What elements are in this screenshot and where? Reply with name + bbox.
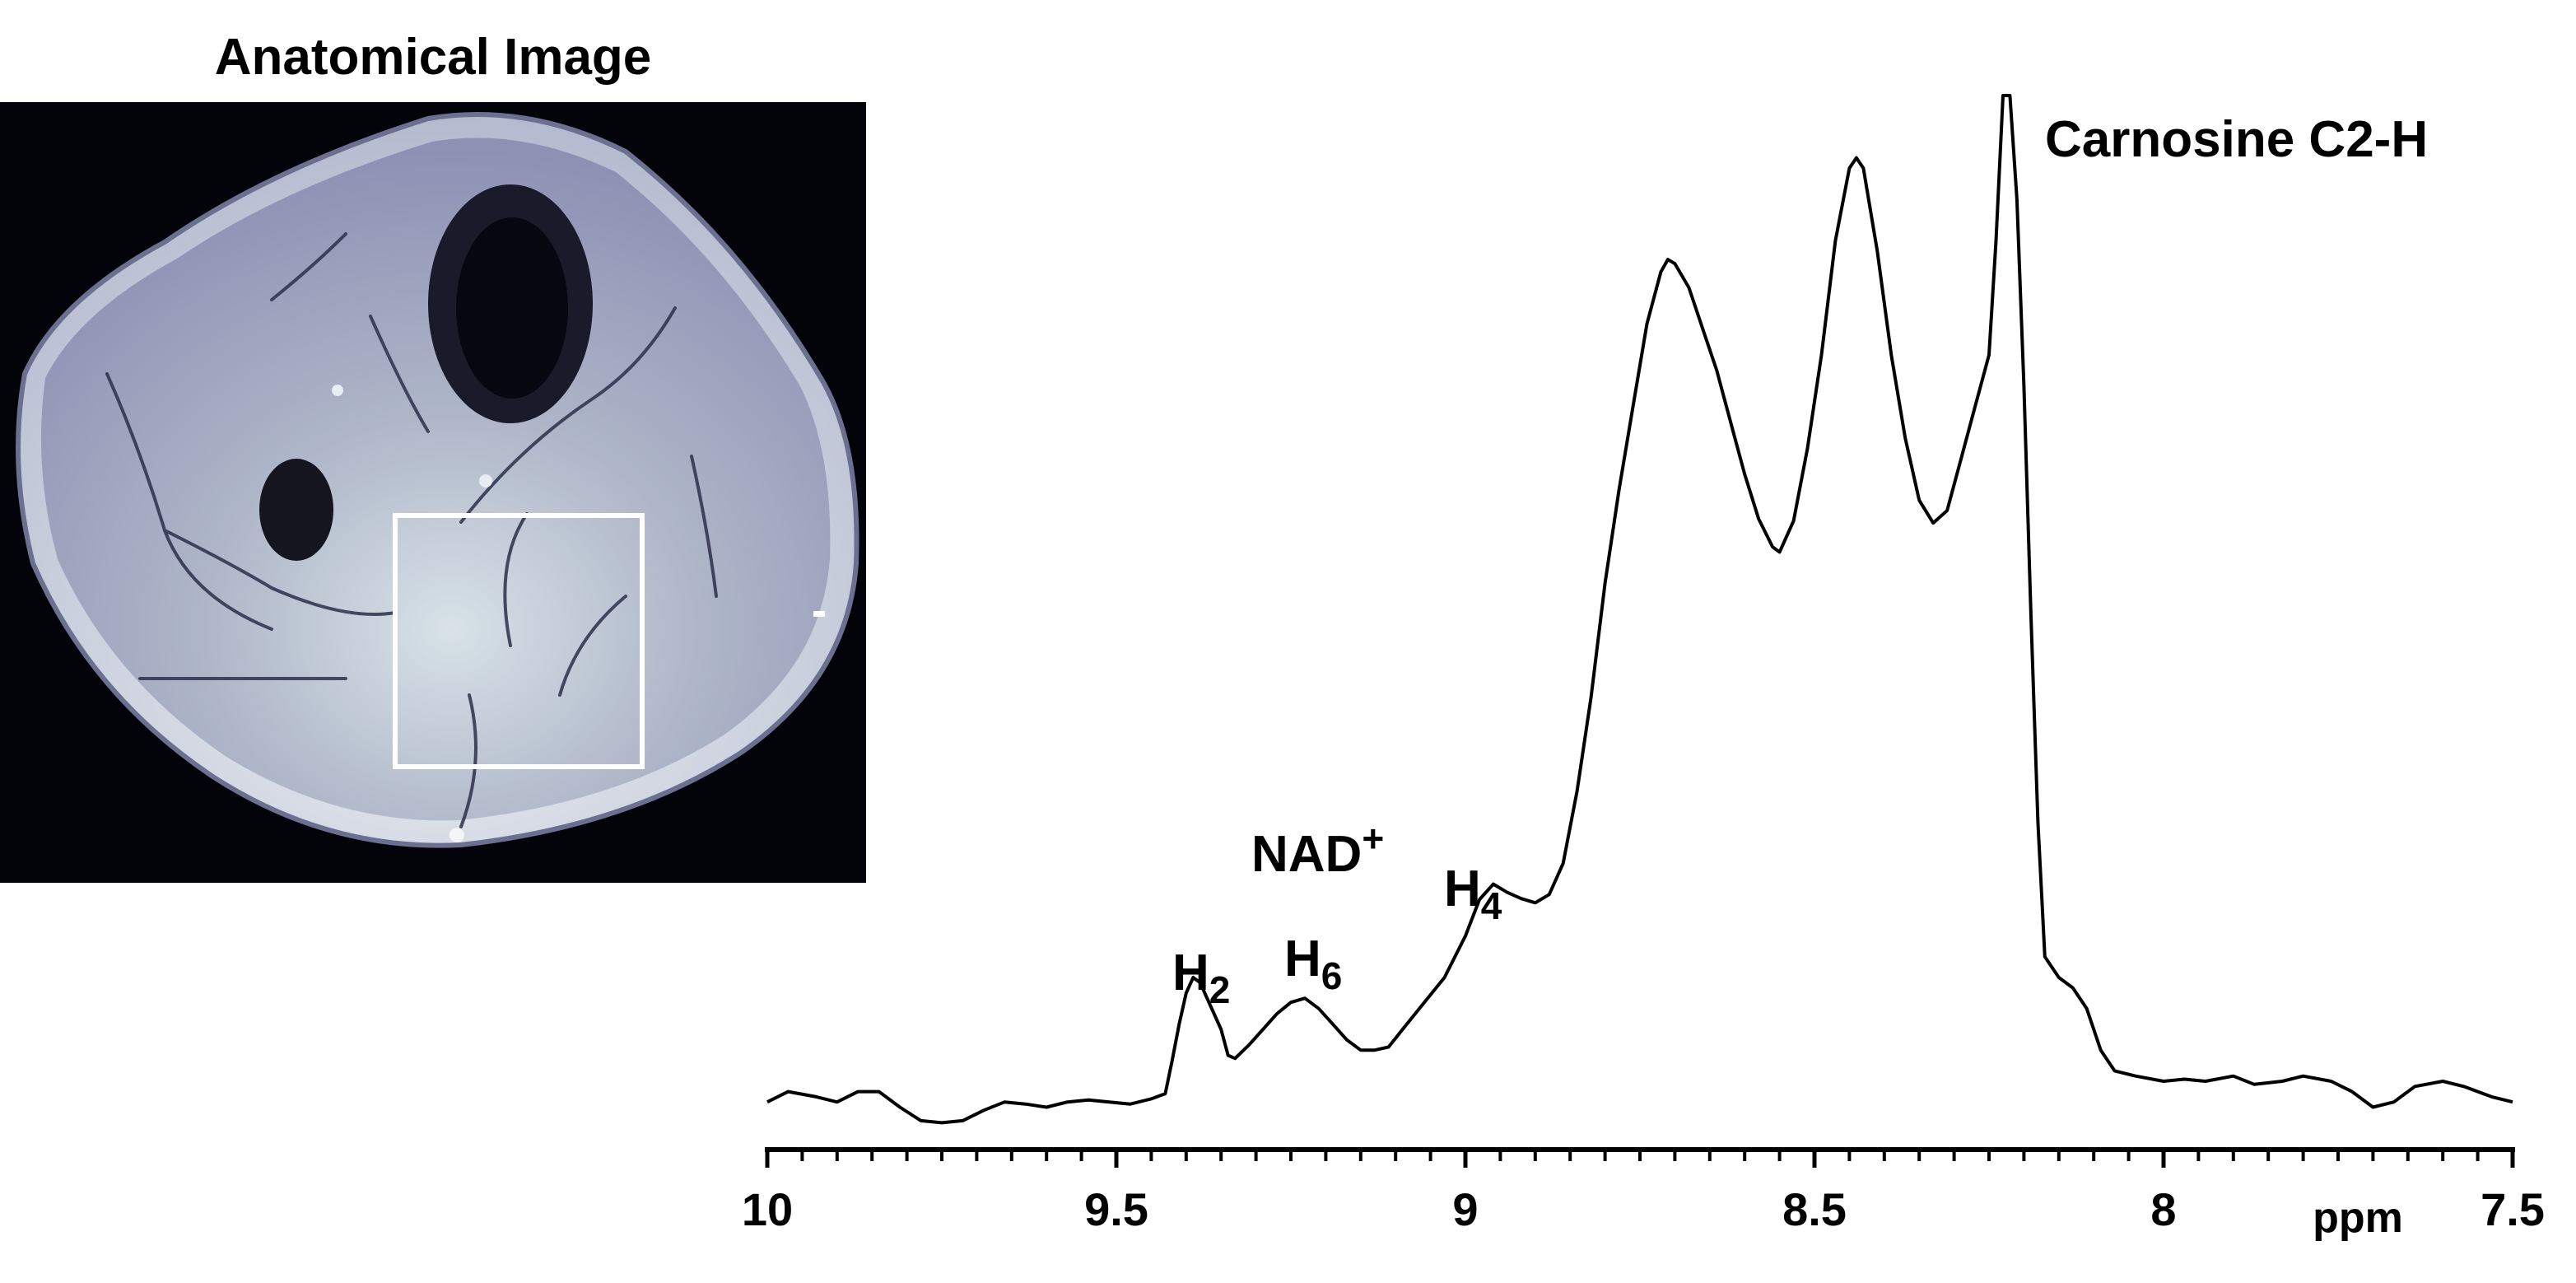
x-tick-label: 9.5 [1084, 1183, 1148, 1235]
h6-label: H6 [1284, 931, 1342, 997]
h4-label: H4 [1444, 861, 1502, 927]
x-tick-label: 7.5 [2481, 1183, 2545, 1235]
carnosine-c2h-label: Carnosine C2-H [2045, 111, 2428, 168]
x-tick-label: 10 [742, 1183, 793, 1235]
x-tick-label: 9 [1452, 1183, 1478, 1235]
x-axis-label: ppm [2313, 1194, 2403, 1242]
h2-label: H2 [1172, 945, 1230, 1011]
x-tick-label: 8 [2150, 1183, 2176, 1235]
anatomical-mri-image [0, 102, 866, 883]
nad-plus-label: NAD+ [1251, 817, 1384, 883]
spectrum-trace [766, 94, 2513, 1125]
x-tick-label: 8.5 [1782, 1183, 1847, 1235]
anatomical-image-title: Anatomical Image [214, 29, 652, 86]
